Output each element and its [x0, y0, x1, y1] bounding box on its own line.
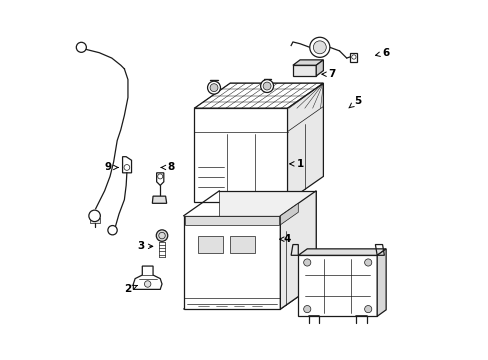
Circle shape	[108, 226, 117, 235]
Polygon shape	[194, 108, 287, 202]
Polygon shape	[133, 266, 162, 289]
Circle shape	[364, 306, 371, 313]
Text: 7: 7	[321, 69, 335, 79]
Text: 6: 6	[375, 48, 389, 58]
Polygon shape	[287, 83, 323, 202]
Text: 5: 5	[348, 96, 360, 108]
Polygon shape	[156, 173, 163, 185]
Polygon shape	[89, 218, 100, 223]
Polygon shape	[185, 216, 278, 225]
Text: 2: 2	[124, 284, 137, 294]
Circle shape	[313, 41, 325, 54]
Polygon shape	[298, 255, 376, 316]
Circle shape	[309, 37, 329, 57]
Circle shape	[144, 281, 151, 287]
Polygon shape	[230, 237, 255, 253]
Circle shape	[260, 80, 273, 93]
Polygon shape	[219, 191, 316, 284]
Circle shape	[210, 84, 218, 91]
Circle shape	[263, 82, 270, 90]
Polygon shape	[376, 249, 386, 316]
Polygon shape	[349, 53, 357, 62]
Circle shape	[303, 259, 310, 266]
Circle shape	[303, 306, 310, 313]
Polygon shape	[198, 237, 223, 253]
Text: 9: 9	[104, 162, 118, 172]
Polygon shape	[152, 196, 166, 203]
Polygon shape	[292, 60, 323, 65]
Text: 1: 1	[289, 159, 303, 169]
Circle shape	[89, 210, 100, 222]
Polygon shape	[194, 83, 323, 108]
Polygon shape	[183, 216, 280, 309]
Polygon shape	[280, 191, 316, 309]
Polygon shape	[316, 60, 323, 76]
Circle shape	[156, 230, 167, 241]
Text: 3: 3	[137, 241, 152, 251]
Polygon shape	[292, 65, 316, 76]
Text: 4: 4	[279, 234, 291, 244]
Polygon shape	[183, 284, 316, 309]
Circle shape	[364, 259, 371, 266]
Circle shape	[207, 81, 220, 94]
Circle shape	[76, 42, 86, 52]
Text: 8: 8	[161, 162, 174, 172]
Polygon shape	[122, 157, 131, 173]
Polygon shape	[280, 203, 298, 225]
Polygon shape	[298, 249, 386, 255]
